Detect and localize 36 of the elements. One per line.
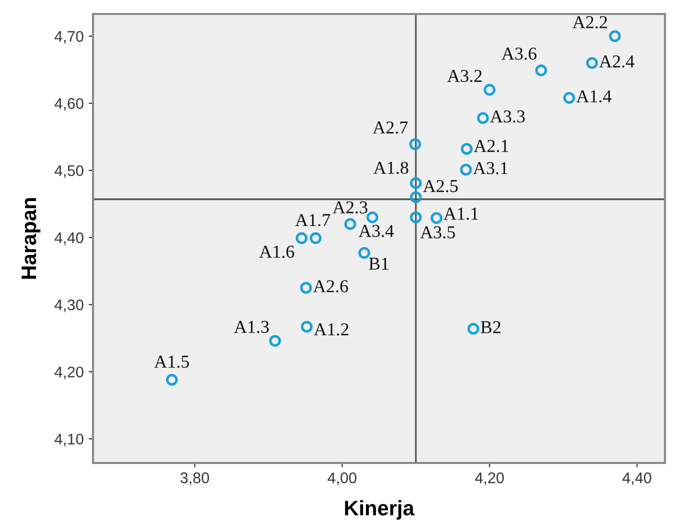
annotation: B2 xyxy=(480,321,500,334)
y-tick-label: 4,10 xyxy=(54,434,84,446)
annotation: A1.2 xyxy=(314,323,348,336)
x-tick-label: 4,20 xyxy=(475,472,504,486)
annotation: A1.8 xyxy=(373,162,408,174)
x-tick-label: 3,80 xyxy=(180,472,209,486)
x-axis-title: Kinerja xyxy=(345,500,414,520)
annotation: A1.5 xyxy=(154,356,189,368)
annotation: A2.7 xyxy=(372,121,408,134)
annotation: A3.3 xyxy=(490,110,525,123)
y-tick-label: 4,60 xyxy=(54,98,84,111)
annotation: A3.1 xyxy=(473,162,508,174)
annotation: A2.2 xyxy=(572,16,607,28)
y-tick-label: 4,30 xyxy=(54,299,84,312)
annotation: A2.6 xyxy=(313,280,348,292)
annotation: A3.6 xyxy=(502,48,536,60)
y-tick-label: 4,50 xyxy=(54,165,84,178)
annotation: A2.4 xyxy=(599,55,634,68)
annotation: A3.5 xyxy=(420,226,455,238)
annotation: A2.5 xyxy=(422,180,458,192)
annotation: A1.4 xyxy=(576,90,612,102)
annotation: A3.2 xyxy=(447,70,482,82)
y-tick-label: 4,40 xyxy=(54,232,84,245)
x-tick-label: 4,40 xyxy=(622,472,652,486)
annotation: A1.6 xyxy=(259,246,294,258)
y-axis-title: Harapan xyxy=(22,198,40,279)
annotation: A1.3 xyxy=(234,320,269,334)
y-tick-label: 4,20 xyxy=(54,366,84,380)
annotation: A2.1 xyxy=(474,140,508,152)
annotation: A1.7 xyxy=(295,214,330,226)
annotation: A1.1 xyxy=(444,208,478,220)
y-tick-label: 4,70 xyxy=(54,31,84,44)
annotation: A2.3 xyxy=(332,201,368,214)
annotation: B1 xyxy=(368,258,388,270)
annotation: A3.4 xyxy=(358,224,394,238)
x-tick-label: 4,00 xyxy=(328,472,356,486)
